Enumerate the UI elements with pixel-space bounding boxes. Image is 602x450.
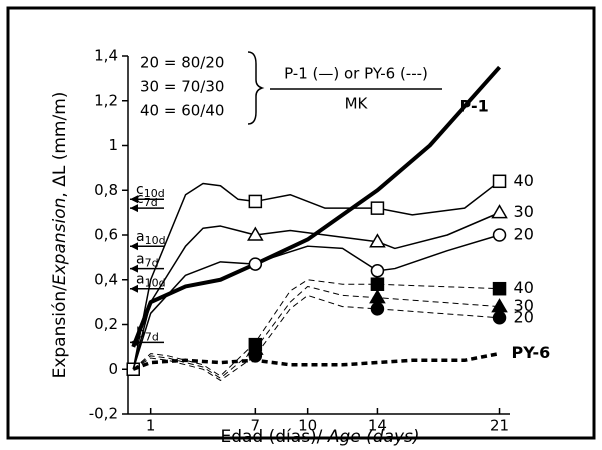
marker [370,201,385,215]
brace [247,51,265,125]
annotation-text: a [136,252,145,268]
legend-line: 20 = 80/20 [140,54,224,72]
annotation-text: c [136,182,144,198]
marker [492,311,507,325]
y-tick-label: 1,2 [94,91,118,109]
marker [492,228,507,242]
marker [248,257,263,271]
marker [491,298,508,313]
annotation: c7d [136,191,158,209]
marker [370,302,385,316]
arrow-head [130,195,138,204]
y-label-part: Expansión/ [50,285,70,379]
x-tick-label: 7 [251,417,261,435]
legend-denominator: MK [345,95,369,113]
y-tick-label: 0,2 [94,315,118,333]
series-label: 30 [514,202,534,221]
y-label-part: , ΔL (mm/m) [50,92,70,198]
x-tick-label: 10 [298,417,317,435]
y-tick-label: 0 [108,360,118,378]
x-tick-label: 14 [368,417,387,435]
series-label: P-1 [460,97,489,116]
annotation-sub: 7d [144,196,158,209]
frame [6,6,596,440]
y-tick-label: 0,4 [94,270,118,288]
annotation: a7d [136,252,159,270]
x-tick-label: 1 [146,417,156,435]
arrow-head [130,264,138,273]
annotation-text: c [136,191,144,207]
y-tick-label: -0,2 [89,405,118,423]
marker [491,204,508,219]
series-label: 20 [514,225,534,244]
y-tick-label: 1 [108,136,118,154]
series-label: 20 [514,307,534,326]
annotation-sub: 10d [145,234,166,247]
annotation: c10d [136,182,165,200]
legend-line: 30 = 70/30 [140,78,224,96]
annotation-sub: 7d [145,257,159,270]
y-axis-label: Expansión/Expansion, ΔL (mm/m) [50,92,70,379]
series-label: 40 [514,171,534,190]
y-label-part: Expansion [50,198,70,286]
series-line [132,279,500,377]
y-tick-label: 0,8 [94,181,118,199]
series-label: 30 [514,296,534,315]
series-line [132,180,500,370]
marker [248,194,263,209]
x-label-part: Edad (días)/ [220,427,327,446]
marker [492,174,507,189]
series-line [132,234,500,370]
series-line [132,351,500,371]
legend-line: 40 = 60/40 [140,102,224,120]
annotation-text: a [136,272,145,288]
series-line [132,294,500,381]
series-label: PY-6 [512,343,551,362]
x-tick-label: 21 [490,417,509,435]
annotation-sub: 10d [144,187,165,200]
marker [492,281,507,296]
arrow-head [130,284,138,293]
series-line [132,211,500,370]
y-tick-label: 1,4 [94,47,118,65]
marker [369,233,386,248]
annotation: a10d [136,229,166,247]
annotation-sub: 7d [145,330,159,343]
arrow-head [130,204,138,213]
annotation-text: a [136,229,145,245]
x-axis-label: Edad (días)/ Age (days) [220,427,419,446]
legend-title: P-1 (—) or PY-6 (---) [284,65,428,83]
marker [370,277,385,291]
marker [370,264,385,278]
marker [369,289,386,304]
marker [247,226,264,241]
x-label-part: Age (days) [327,427,420,446]
arrow-head [130,242,138,251]
series-label: 40 [514,278,534,297]
y-tick-label: 0,6 [94,226,118,244]
